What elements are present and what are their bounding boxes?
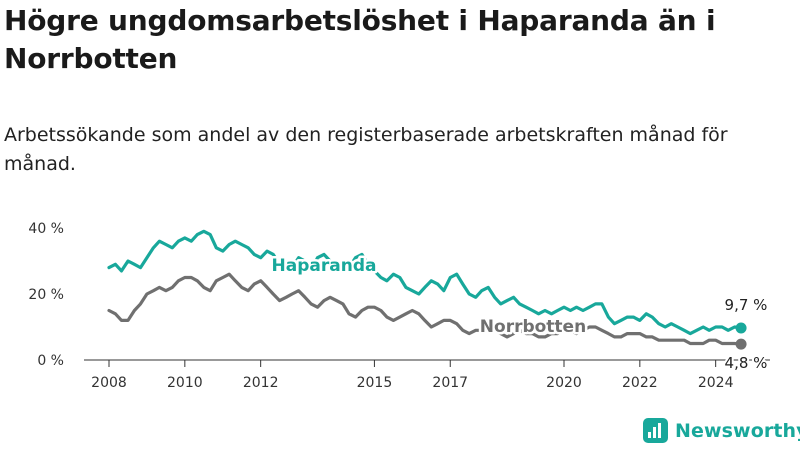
newsworthy-logo-icon <box>643 418 668 443</box>
y-axis: 0 % 20 % 40 % <box>28 221 64 369</box>
x-tick-label: 2017 <box>432 375 468 391</box>
x-tick-label: 2020 <box>546 375 582 391</box>
x-tick-label: 2010 <box>167 375 203 391</box>
y-tick-label: 40 % <box>28 221 64 237</box>
x-axis: 2008 2010 2012 2015 2017 2020 2022 2024 <box>84 359 770 391</box>
series-labels: Haparanda Norrbotten 9,7 % 4,8 % <box>269 254 769 375</box>
y-tick-label: 20 % <box>28 287 64 303</box>
x-tick-label: 2024 <box>698 375 734 391</box>
norrbotten-end-point <box>735 338 747 350</box>
norrbotten-line <box>107 272 743 346</box>
x-tick-label: 2022 <box>622 375 658 391</box>
norrbotten-series-label: Norrbotten <box>480 317 586 337</box>
x-tick-label: 2008 <box>91 375 127 391</box>
haparanda-end-value-label: 9,7 % <box>725 296 768 314</box>
haparanda-line <box>107 229 743 336</box>
haparanda-end-point <box>735 322 747 334</box>
haparanda-series-label: Haparanda <box>272 256 377 276</box>
norrbotten-end-value-label: 4,8 % <box>725 354 768 372</box>
chart-title: Högre ungdomsarbetslöshet i Haparanda än… <box>4 4 716 75</box>
chart-subtitle: Arbetssökande som andel av den registerb… <box>4 124 728 175</box>
x-tick-label: 2015 <box>357 375 393 391</box>
x-tick-label: 2012 <box>243 375 279 391</box>
newsworthy-brand: Newsworthy <box>643 418 800 443</box>
series-layer <box>107 229 747 350</box>
brand-name: Newsworthy <box>675 419 800 442</box>
y-tick-label: 0 % <box>37 353 64 369</box>
